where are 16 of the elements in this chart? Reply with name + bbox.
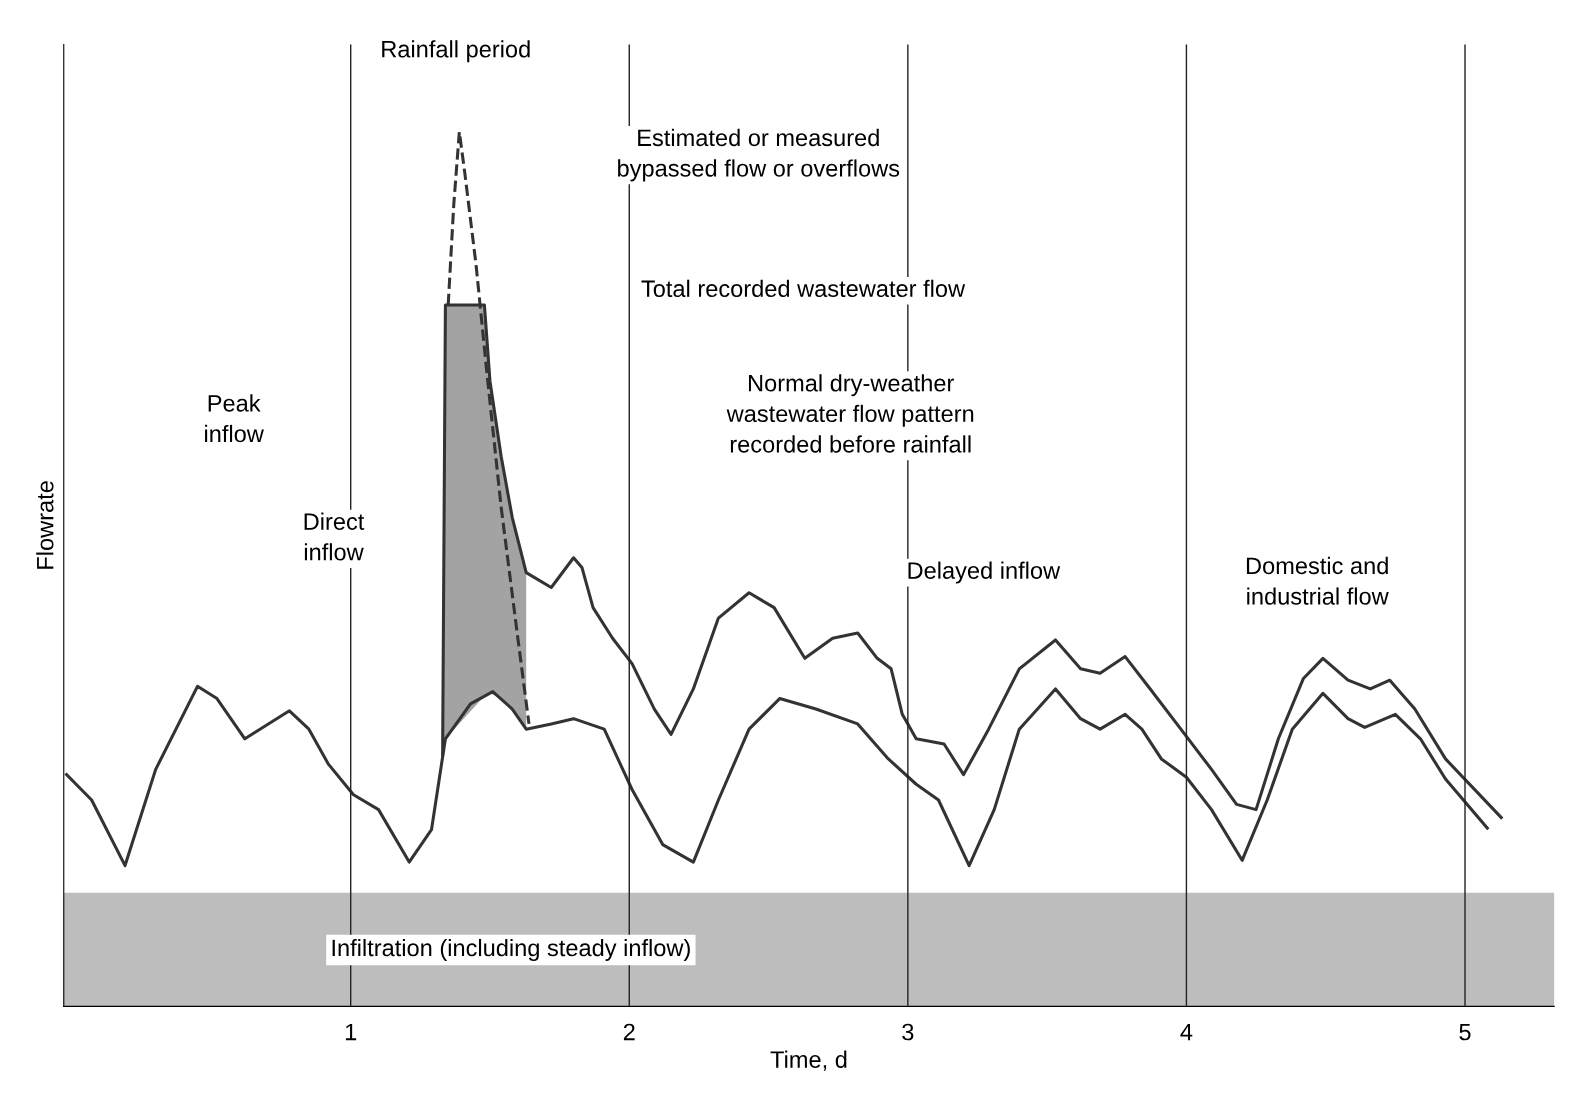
- annotation: Peak inflow: [205, 394, 264, 443]
- annotation: Estimated or measured bypassed flow or overflows: [618, 128, 900, 182]
- annotation: Direct inflow: [304, 512, 365, 561]
- x-tick-label: 1: [345, 1023, 357, 1041]
- annotation: Total recorded wastewater flow: [641, 279, 966, 298]
- x-tick-label: 2: [623, 1023, 635, 1041]
- band-label: Infiltration (including steady inflow): [332, 938, 690, 961]
- x-tick-label: 5: [1459, 1023, 1471, 1041]
- annotation: Normal dry-weather wastewater flow pattern recorded before rainfall: [726, 374, 974, 453]
- annotation: Delayed inflow: [908, 561, 1061, 584]
- x-tick-label: 4: [1180, 1023, 1193, 1041]
- x-axis-title: Time, d: [770, 1050, 847, 1071]
- annotation: Domestic and industrial flow: [1246, 556, 1389, 605]
- y-axis-title: Flowrate: [36, 481, 54, 569]
- text: Rainfall period: [382, 40, 530, 63]
- x-tick-label: 3: [902, 1023, 914, 1041]
